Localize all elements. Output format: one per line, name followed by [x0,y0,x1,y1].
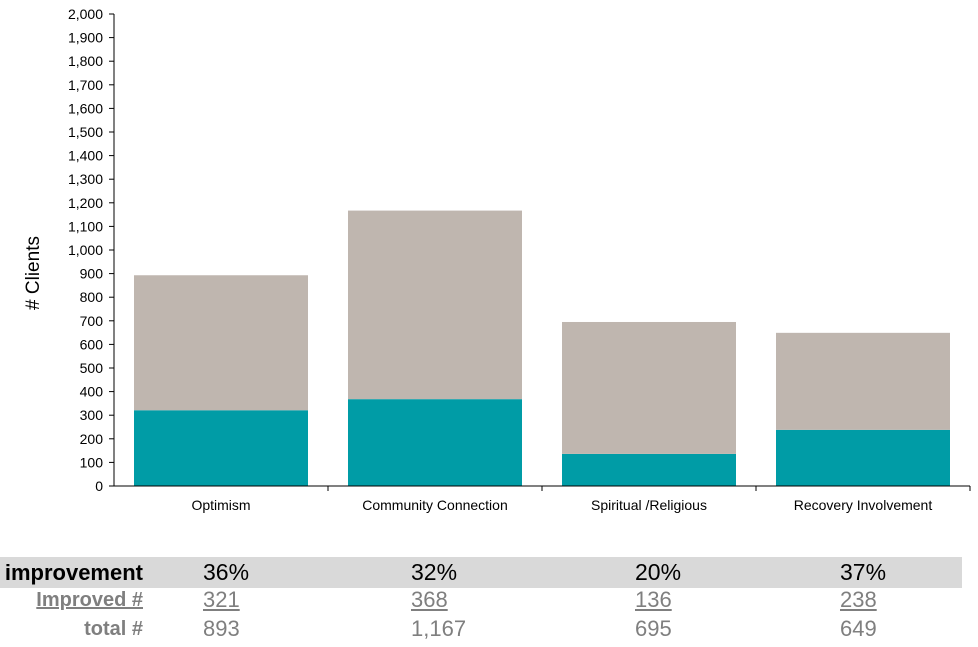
table-cell: 37% [840,559,887,585]
y-tick-label: 1,300 [68,171,103,187]
table-cell: 238 [840,587,877,612]
y-tick-label: 900 [80,266,104,282]
y-tick-label: 700 [80,313,104,329]
bar-improved [134,410,308,486]
y-tick-label: 400 [80,384,104,400]
y-axis-label: # Clients [23,236,44,310]
y-tick-label: 100 [80,454,104,470]
y-tick-label: 800 [80,289,104,305]
bar-improved [348,399,522,486]
bar-improved [562,453,736,486]
y-tick-label: 1,900 [68,30,103,46]
y-tick-label: 1,000 [68,242,103,258]
y-tick-label: 1,700 [68,77,103,93]
y-tick-label: 300 [80,407,104,423]
y-tick-label: 1,800 [68,53,103,69]
table-cell: 136 [635,587,672,612]
table-row-total: total # 893 1,167 695 649 [0,617,962,646]
bar-remaining [348,210,522,400]
row-header: Improved # [36,589,143,611]
y-tick-label: 500 [80,360,104,376]
summary-table: % improvement 36% 32% 20% 37% Improved #… [0,557,962,646]
table-cell: 36% [203,559,250,585]
x-category-label: Spiritual /Religious [591,497,707,513]
bars [134,210,950,486]
y-tick-label: 1,400 [68,148,103,164]
bar-remaining [562,321,736,454]
table-row-improved: Improved # 321 368 136 238 [0,588,962,617]
y-tick-label: 1,200 [68,195,103,211]
x-axis-labels: Optimism Community Connection Spiritual /R… [191,486,971,513]
y-tick-label: 200 [80,431,104,447]
bar-remaining [776,332,950,430]
x-category-label: Optimism [191,497,250,513]
x-category-label: Community Connection [362,497,508,513]
table-cell: 1,167 [411,616,467,641]
row-header: total # [84,618,143,640]
table-cell: 368 [411,587,448,612]
table-cell: 893 [203,616,240,641]
y-tick-label: 1,600 [68,100,103,116]
table-row-percent-improvement: % improvement 36% 32% 20% 37% [0,557,962,588]
table-cell: 321 [203,587,240,612]
stacked-bar-chart: # Clients 0 100 200 300 400 500 600 700 800 900 1,… [23,6,971,513]
y-axis-ticks: 0 100 200 300 400 500 600 700 800 900 1,000 1,100 1,… [68,6,114,494]
bar-improved [776,429,950,486]
row-header: % improvement [0,560,143,585]
y-tick-label: 2,000 [68,6,103,22]
table-cell: 20% [635,559,682,585]
y-tick-label: 1,100 [68,218,103,234]
x-category-label: Recovery Involvement [794,497,933,513]
y-tick-label: 600 [80,336,104,352]
table-cell: 649 [840,616,877,641]
table-cell: 32% [411,559,458,585]
table-cell: 695 [635,616,672,641]
y-tick-label: 1,500 [68,124,103,140]
bar-remaining [134,275,308,411]
y-tick-label: 0 [95,478,103,494]
